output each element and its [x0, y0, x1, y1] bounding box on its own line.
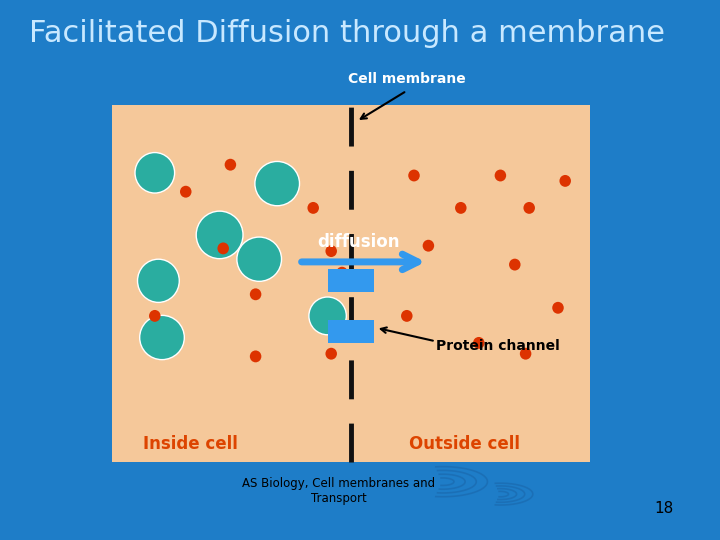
Ellipse shape	[552, 302, 564, 314]
Ellipse shape	[523, 202, 535, 214]
Ellipse shape	[408, 170, 420, 181]
Ellipse shape	[140, 315, 184, 360]
Ellipse shape	[473, 337, 485, 349]
Ellipse shape	[307, 202, 319, 214]
Text: Inside cell: Inside cell	[143, 435, 238, 453]
Ellipse shape	[225, 159, 236, 171]
Ellipse shape	[255, 161, 300, 206]
Text: 18: 18	[654, 501, 673, 516]
Ellipse shape	[325, 348, 337, 360]
Text: AS Biology, Cell membranes and
Transport: AS Biology, Cell membranes and Transport	[242, 477, 435, 505]
Ellipse shape	[250, 350, 261, 362]
Ellipse shape	[336, 267, 348, 279]
Ellipse shape	[180, 186, 192, 198]
Ellipse shape	[135, 152, 175, 193]
Bar	[112, 105, 590, 462]
Ellipse shape	[196, 211, 243, 259]
Ellipse shape	[401, 310, 413, 322]
Ellipse shape	[495, 170, 506, 181]
Ellipse shape	[138, 259, 179, 302]
Ellipse shape	[237, 237, 282, 281]
Ellipse shape	[520, 348, 531, 360]
Text: Facilitated Diffusion through a membrane: Facilitated Diffusion through a membrane	[29, 19, 665, 48]
Ellipse shape	[250, 288, 261, 300]
Text: diffusion: diffusion	[317, 233, 400, 251]
Ellipse shape	[509, 259, 521, 271]
Text: Outside cell: Outside cell	[409, 435, 520, 453]
Ellipse shape	[149, 310, 161, 322]
Bar	[328, 269, 374, 292]
Ellipse shape	[559, 175, 571, 187]
Text: Protein channel: Protein channel	[436, 339, 559, 353]
Ellipse shape	[423, 240, 434, 252]
Ellipse shape	[309, 297, 346, 335]
Ellipse shape	[325, 245, 337, 257]
Bar	[328, 320, 374, 343]
Text: Cell membrane: Cell membrane	[348, 72, 466, 86]
Ellipse shape	[217, 242, 229, 254]
Ellipse shape	[455, 202, 467, 214]
